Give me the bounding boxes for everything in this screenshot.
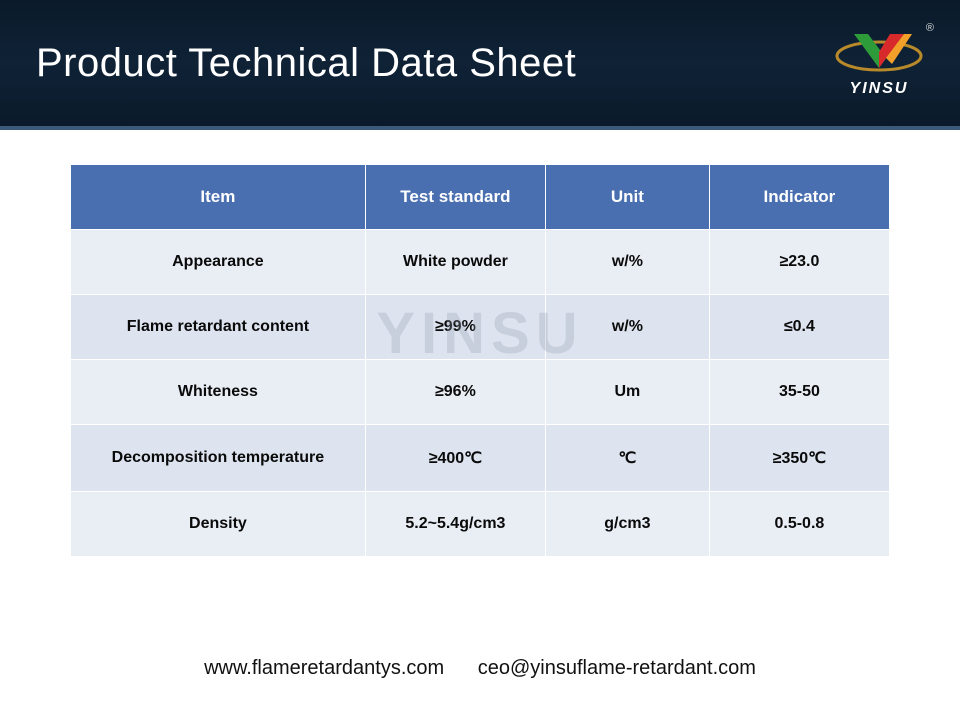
cell: Density <box>71 492 366 557</box>
cell: ≤0.4 <box>709 295 889 360</box>
logo-mark-icon <box>834 28 924 78</box>
cell: Decomposition temperature <box>71 425 366 492</box>
col-indicator: Indicator <box>709 165 889 230</box>
footer-email: ceo@yinsuflame-retardant.com <box>478 657 756 679</box>
cell: 5.2~5.4g/cm3 <box>365 492 545 557</box>
cell: g/cm3 <box>546 492 710 557</box>
footer: www.flameretardantys.com ceo@yinsuflame-… <box>0 657 960 680</box>
cell: Um <box>546 360 710 425</box>
cell: Flame retardant content <box>71 295 366 360</box>
table-row: Appearance White powder w/% ≥23.0 <box>71 230 890 295</box>
col-standard: Test standard <box>365 165 545 230</box>
page-title: Product Technical Data Sheet <box>36 41 576 86</box>
table-row: Decomposition temperature ≥400℃ ℃ ≥350℃ <box>71 425 890 492</box>
logo-text: YINSU <box>850 80 909 98</box>
registered-mark: ® <box>926 22 934 34</box>
brand-logo: ® YINSU <box>834 28 924 98</box>
table-header-row: Item Test standard Unit Indicator <box>71 165 890 230</box>
cell: ℃ <box>546 425 710 492</box>
table-row: Density 5.2~5.4g/cm3 g/cm3 0.5-0.8 <box>71 492 890 557</box>
header-bar: Product Technical Data Sheet ® YINSU <box>0 0 960 130</box>
cell: White powder <box>365 230 545 295</box>
cell: ≥96% <box>365 360 545 425</box>
cell: w/% <box>546 230 710 295</box>
cell: Appearance <box>71 230 366 295</box>
table-row: Whiteness ≥96% Um 35-50 <box>71 360 890 425</box>
cell: w/% <box>546 295 710 360</box>
cell: ≥400℃ <box>365 425 545 492</box>
content-area: YINSU Item Test standard Unit Indicator … <box>0 130 960 557</box>
spec-table: Item Test standard Unit Indicator Appear… <box>70 164 890 557</box>
cell: Whiteness <box>71 360 366 425</box>
col-unit: Unit <box>546 165 710 230</box>
col-item: Item <box>71 165 366 230</box>
cell: ≥23.0 <box>709 230 889 295</box>
cell: 35-50 <box>709 360 889 425</box>
cell: 0.5-0.8 <box>709 492 889 557</box>
footer-website: www.flameretardantys.com <box>204 657 444 679</box>
table-row: Flame retardant content ≥99% w/% ≤0.4 <box>71 295 890 360</box>
cell: ≥99% <box>365 295 545 360</box>
cell: ≥350℃ <box>709 425 889 492</box>
